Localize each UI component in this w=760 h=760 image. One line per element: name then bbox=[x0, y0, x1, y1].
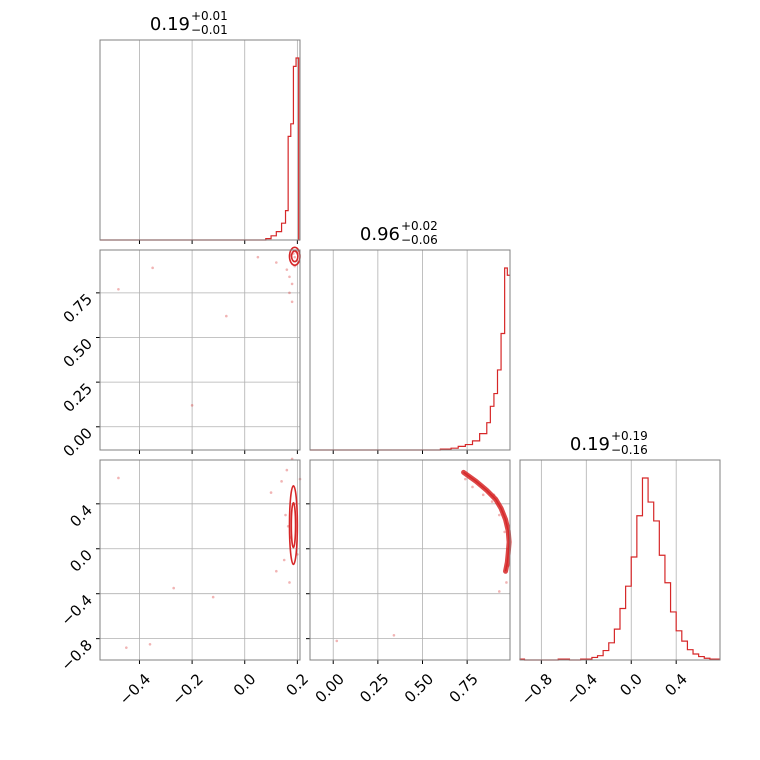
x-tick-label-1-0: 0.00 bbox=[312, 670, 348, 706]
panel-frame bbox=[99, 39, 301, 241]
x-tick-label-0-1: −0.2 bbox=[168, 670, 206, 708]
title-upper-error: +0.01 bbox=[191, 9, 228, 23]
scatter-02-point-0 bbox=[117, 476, 120, 480]
density-02-contour-1 bbox=[288, 485, 299, 566]
histogram-line bbox=[100, 57, 300, 241]
panel-2-1: 0.00 0.25 0.50 0.75 bbox=[306, 459, 512, 706]
scatter-01-point-1 bbox=[151, 266, 154, 270]
scatter-12-point-10 bbox=[505, 581, 508, 584]
panel-background bbox=[100, 40, 300, 240]
scatter-12-point-0 bbox=[335, 639, 339, 643]
y-tick-label-2-3: 0.4 bbox=[66, 501, 96, 531]
title-lower-error: −0.01 bbox=[191, 23, 228, 37]
scatter-02-point-15 bbox=[284, 513, 287, 517]
scatter-02-point-10 bbox=[288, 581, 291, 584]
y-tick-label-2-0: −0.8 bbox=[58, 636, 96, 674]
x-tick-label-2-2: 0.0 bbox=[616, 670, 646, 700]
y-tick-label-1-2: 0.50 bbox=[60, 335, 96, 371]
title-lower-error: −0.16 bbox=[611, 443, 648, 457]
panel-title-0: 0.19 +0.01−0.01 bbox=[150, 9, 228, 37]
title-upper-error: +0.19 bbox=[611, 429, 648, 443]
scatter-02-point-5 bbox=[269, 491, 273, 494]
x-tick-label-2-3: 0.4 bbox=[661, 670, 691, 700]
title-value: 0.96 bbox=[360, 224, 400, 245]
panel-1-1 bbox=[309, 249, 511, 454]
scatter-12-point-5 bbox=[490, 500, 494, 503]
scatter-01-point-8 bbox=[290, 282, 294, 286]
x-tick-label-2-1: −0.4 bbox=[563, 670, 601, 708]
panel-frame bbox=[309, 249, 511, 451]
density-12-contour bbox=[463, 471, 510, 572]
panel-1-0: 0.00 0.25 0.50 0.75 bbox=[60, 246, 301, 460]
scatter-12-point-2 bbox=[464, 477, 467, 481]
panel-background bbox=[100, 250, 300, 450]
panel-background bbox=[310, 250, 510, 450]
scatter-12-point-7 bbox=[503, 530, 506, 534]
y-tick-label-1-0: 0.00 bbox=[60, 424, 96, 460]
scatter-12-point-6 bbox=[497, 513, 501, 517]
x-tick-label-1-1: 0.25 bbox=[356, 670, 392, 706]
scatter-01-point-0 bbox=[117, 287, 120, 291]
y-tick-label-2-2: 0.0 bbox=[66, 546, 96, 576]
scatter-02-point-7 bbox=[280, 480, 283, 483]
x-tick-label-0-3: 0.2 bbox=[283, 670, 313, 700]
scatter-01-point-14 bbox=[288, 291, 291, 295]
density-02-contour-0 bbox=[290, 501, 297, 549]
scatter-02-point-8 bbox=[282, 558, 286, 562]
panel-2-0: −0.4 −0.2 0.0 0.2 −0.8 −0.4 0.0 0.4 bbox=[58, 457, 313, 709]
panel-2-2: −0.8 −0.4 0.0 0.4 bbox=[518, 459, 721, 709]
scatter-01-point-6 bbox=[285, 268, 289, 271]
scatter-01-point-5 bbox=[275, 261, 278, 264]
panel-title-1: 0.96 +0.02−0.06 bbox=[360, 219, 438, 247]
scatter-01-point-7 bbox=[288, 275, 291, 279]
scatter-02-point-1 bbox=[125, 646, 128, 649]
panel-background bbox=[100, 460, 300, 660]
scatter-02-point-9 bbox=[285, 468, 289, 472]
title-value: 0.19 bbox=[150, 14, 190, 35]
scatter-02-point-2 bbox=[148, 642, 152, 646]
panel-background bbox=[310, 460, 510, 660]
scatter-02-point-3 bbox=[172, 586, 175, 590]
panel-frame bbox=[99, 249, 301, 451]
scatter-12-point-3 bbox=[471, 485, 474, 489]
title-upper-error: +0.02 bbox=[401, 219, 438, 233]
scatter-01-point-9 bbox=[293, 255, 297, 259]
x-tick-label-1-2: 0.50 bbox=[401, 670, 437, 706]
scatter-12-point-11 bbox=[497, 590, 501, 593]
histogram-line bbox=[310, 267, 510, 451]
x-tick-label-1-3: 0.75 bbox=[446, 670, 482, 706]
y-tick-label-2-1: −0.4 bbox=[58, 591, 96, 629]
scatter-02-point-6 bbox=[275, 569, 278, 573]
panel-frame bbox=[309, 459, 511, 661]
scatter-12-point-4 bbox=[481, 493, 485, 497]
x-tick-label-2-0: −0.8 bbox=[518, 670, 556, 708]
panel-0-0 bbox=[99, 39, 301, 244]
scatter-12-point-1 bbox=[392, 633, 396, 637]
scatter-01-point-3 bbox=[225, 314, 228, 318]
title-lower-error: −0.06 bbox=[401, 233, 438, 247]
y-tick-label-1-3: 0.75 bbox=[60, 290, 96, 326]
scatter-02-point-4 bbox=[211, 595, 215, 599]
scatter-01-point-2 bbox=[190, 404, 194, 407]
scatter-01-point-4 bbox=[256, 255, 260, 259]
panel-background bbox=[520, 460, 720, 660]
scatter-01-point-15 bbox=[290, 300, 294, 304]
panel-frame bbox=[519, 459, 721, 661]
panel-title-2: 0.19 +0.19−0.16 bbox=[570, 429, 648, 457]
title-value: 0.19 bbox=[570, 434, 610, 455]
density-01-contour-0 bbox=[290, 250, 299, 263]
x-tick-label-0-0: −0.4 bbox=[116, 670, 154, 708]
y-tick-label-1-1: 0.25 bbox=[60, 379, 96, 415]
panel-frame bbox=[99, 459, 301, 661]
x-tick-label-0-2: 0.0 bbox=[230, 670, 260, 700]
